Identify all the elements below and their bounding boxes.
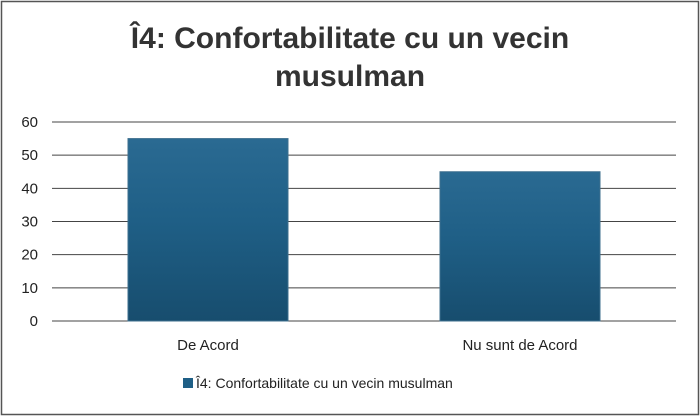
bar-1 <box>127 138 289 322</box>
x-category-label: De Acord <box>177 337 239 354</box>
y-tick-label: 40 <box>21 180 38 197</box>
y-tick-label: 30 <box>21 214 38 231</box>
y-tick-label: 20 <box>21 247 38 264</box>
chart-title-line-2: musulman <box>275 60 425 93</box>
y-axis-ticks: 0 10 20 30 40 50 60 <box>21 114 38 330</box>
y-tick-label: 50 <box>21 147 38 164</box>
legend-label: Î4: Confortabilitate cu un vecin musulma… <box>195 375 453 391</box>
x-category-label: Nu sunt de Acord <box>462 337 577 354</box>
y-tick-label: 60 <box>21 114 38 131</box>
bar-2 <box>439 171 601 322</box>
y-tick-label: 10 <box>21 280 38 297</box>
legend: Î4: Confortabilitate cu un vecin musulma… <box>183 375 453 391</box>
chart-title-line-1: Î4: Confortabilitate cu un vecin <box>129 21 569 55</box>
legend-swatch <box>183 378 193 388</box>
bars <box>127 138 601 322</box>
x-axis-categories: De Acord Nu sunt de Acord <box>177 337 577 354</box>
y-tick-label: 0 <box>30 313 38 330</box>
